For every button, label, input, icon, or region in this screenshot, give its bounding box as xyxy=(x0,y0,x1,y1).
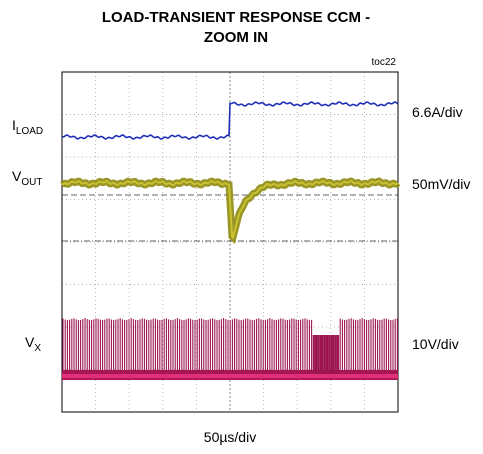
title-line: LOAD-TRANSIENT RESPONSE CCM - xyxy=(102,9,370,26)
timebase: 50µs/div xyxy=(204,429,256,445)
figure-tag: toc22 xyxy=(372,57,397,68)
current-trace xyxy=(61,101,399,140)
traces xyxy=(60,101,401,380)
trace-scale: 50mV/div xyxy=(412,176,470,192)
trace-label: VX xyxy=(25,334,41,354)
trace-scale: 6.6A/div xyxy=(412,104,463,120)
title-line: ZOOM IN xyxy=(204,29,268,46)
trace-scale: 10V/div xyxy=(412,336,459,352)
trace-label: VOUT xyxy=(12,168,42,188)
scope-frame xyxy=(61,71,399,413)
voltage-trace-core xyxy=(61,180,399,240)
trace-label: ILOAD xyxy=(12,117,43,137)
switch-baseline xyxy=(62,374,398,378)
